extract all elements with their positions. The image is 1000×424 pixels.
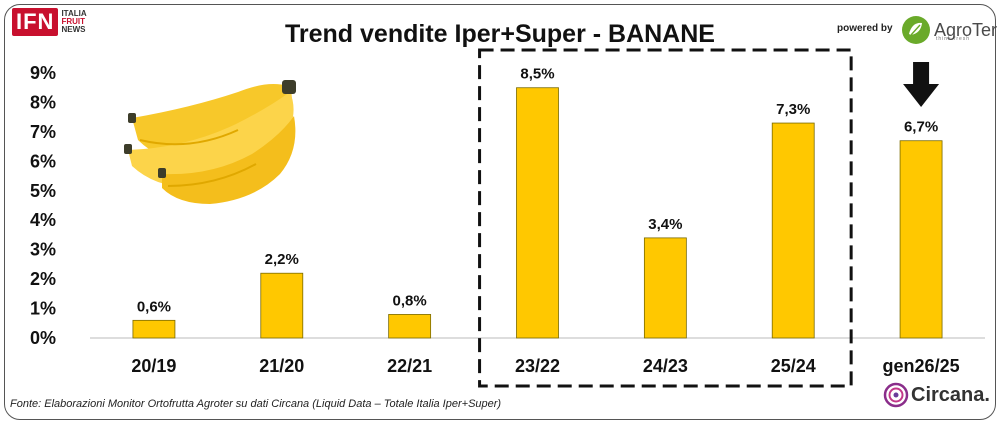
data-label: 3,4%: [648, 216, 682, 233]
chart-frame: [4, 4, 996, 420]
bar: [643, 237, 687, 339]
agroter-logo-text: AgroTer: [934, 19, 998, 40]
circana-logo: Circana.: [883, 382, 990, 408]
ifn-word-2: FRUIT: [61, 17, 86, 26]
agroter-logo-sub: think fresh: [936, 36, 971, 42]
banana-icon: [124, 80, 296, 204]
x-tick-label: 22/21: [387, 356, 432, 376]
circana-logo-text: Circana.: [911, 383, 990, 406]
powered-by-label: powered by: [837, 23, 893, 34]
y-axis: 0% 1% 2% 3% 4% 5% 6% 7% 8% 9%: [30, 63, 56, 348]
bar: [388, 314, 432, 339]
circana-icon: [883, 382, 909, 408]
x-tick-label: 24/23: [643, 356, 688, 376]
y-tick-label: 4%: [30, 210, 56, 230]
bars-group: 0,6% 20/19 2,2% 21/20 0,8% 22/21 8,5% 23/22 3,4%…: [131, 66, 959, 376]
ifn-logo-words: ITALIA FRUIT NEWS: [61, 10, 86, 34]
data-label: 8,5%: [520, 66, 554, 83]
ifn-word-1: ITALIA: [61, 9, 87, 18]
highlight-dashed-box: [478, 48, 853, 388]
ifn-word-3: NEWS: [61, 25, 86, 34]
bar: [260, 272, 304, 339]
y-tick-label: 8%: [30, 92, 56, 112]
source-note: Fonte: Elaborazioni Monitor Ortofrutta A…: [10, 398, 502, 410]
data-label: 2,2%: [265, 251, 299, 268]
y-tick-label: 3%: [30, 240, 56, 260]
data-label: 0,6%: [137, 298, 171, 315]
y-tick-label: 2%: [30, 269, 56, 289]
bar: [771, 122, 815, 339]
y-tick-label: 9%: [30, 63, 56, 83]
y-tick-label: 6%: [30, 151, 56, 171]
y-tick-label: 0%: [30, 328, 56, 348]
x-tick-label: 20/19: [131, 356, 176, 376]
agroter-logo: AgroTer think fresh: [900, 14, 997, 46]
ifn-logo: IFN ITALIA FRUIT NEWS: [12, 8, 87, 36]
bar: [516, 87, 559, 339]
x-tick-label: gen26/25: [883, 356, 960, 376]
chart-title: Trend vendite Iper+Super - BANANE: [285, 20, 715, 48]
y-tick-label: 5%: [30, 181, 56, 201]
bar: [132, 319, 176, 339]
data-label: 0,8%: [393, 292, 427, 309]
data-label: 6,7%: [904, 119, 938, 136]
agroter-leaf-icon: [902, 16, 930, 44]
down-arrow-shape: [903, 62, 940, 107]
x-tick-label: 21/20: [259, 356, 304, 376]
down-arrow-icon: [903, 62, 940, 107]
bar: [899, 140, 943, 339]
data-label: 7,3%: [776, 101, 810, 118]
x-tick-label: 23/22: [515, 356, 560, 376]
y-tick-label: 7%: [30, 122, 56, 142]
y-tick-label: 1%: [30, 299, 56, 319]
x-tick-label: 25/24: [771, 356, 816, 376]
ifn-logo-text: IFN: [12, 8, 59, 36]
